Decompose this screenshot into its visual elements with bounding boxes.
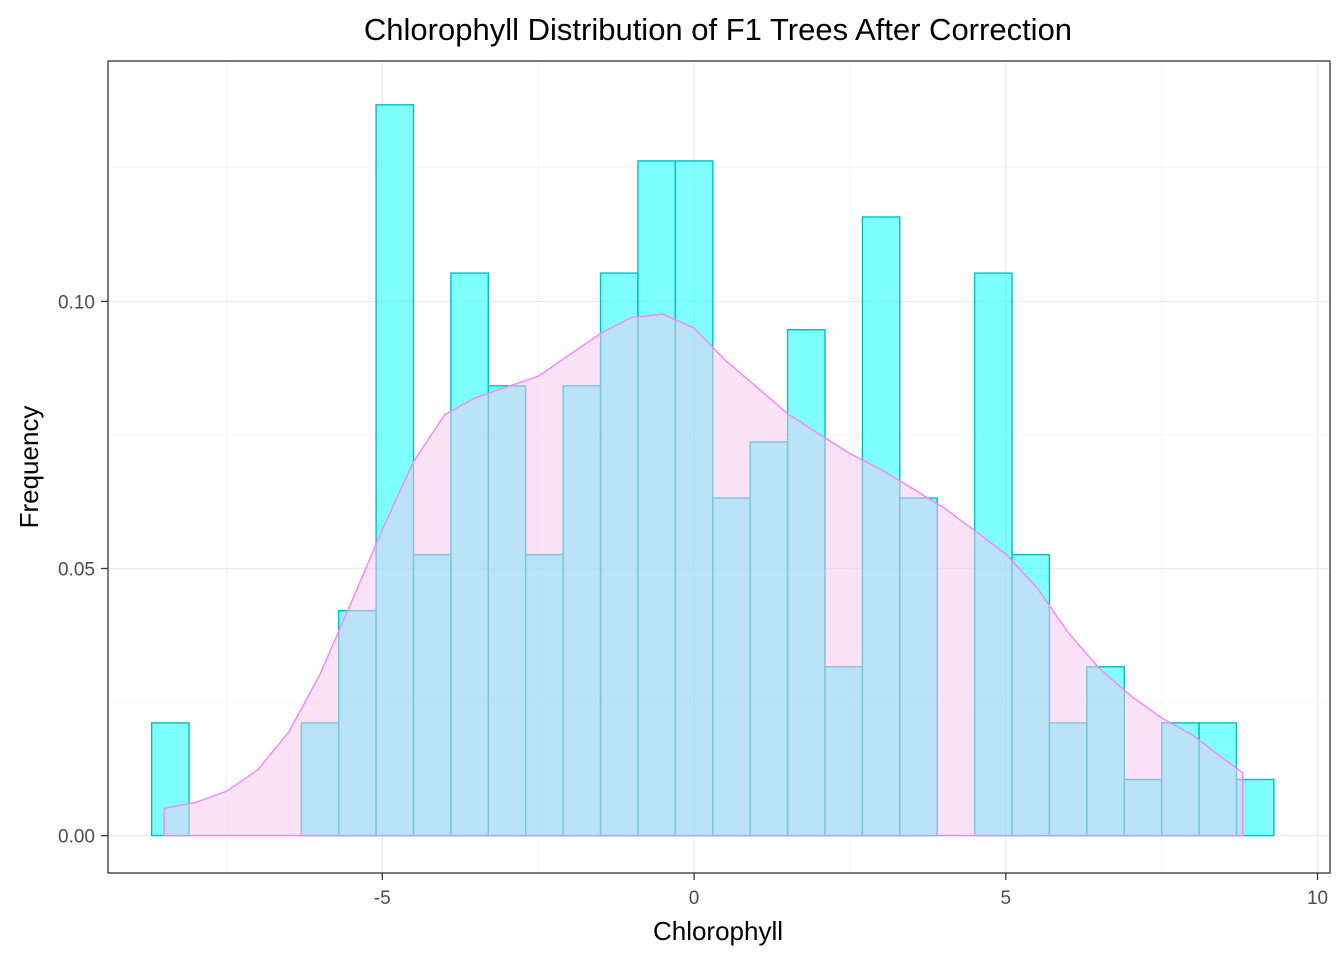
x-axis-ticks: -5 0 5 10 [374,873,1328,909]
density-layer [163,313,1244,837]
y-axis-title: Frequency [14,406,44,529]
x-tick-label: 10 [1307,888,1328,909]
x-tick-label: 0 [689,888,700,909]
panel-border [107,60,1331,874]
x-tick-label: -5 [374,888,391,909]
y-tick-label: 0.05 [58,560,95,581]
chart-title: Chlorophyll Distribution of F1 Trees Aft… [364,12,1072,47]
y-tick-label: 0.10 [58,292,95,313]
x-axis-title: Chlorophyll [653,916,783,946]
x-tick-label: 5 [1001,888,1012,909]
density-curve [163,313,1244,837]
y-axis-ticks: 0.00 0.05 0.10 [58,292,108,848]
y-tick-label: 0.00 [58,827,95,848]
density-area [164,314,1243,836]
